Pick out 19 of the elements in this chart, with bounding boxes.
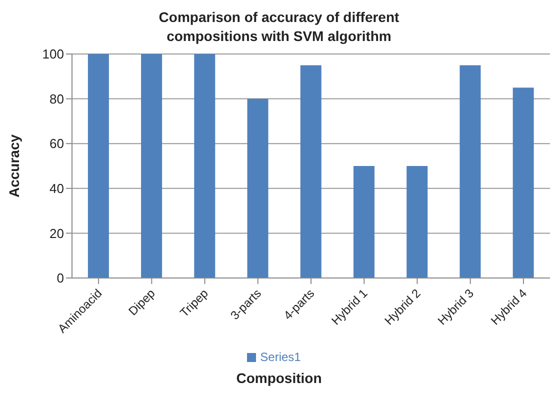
y-tick-label: 80	[50, 91, 64, 106]
legend-label: Series1	[260, 350, 301, 364]
y-axis-title: Accuracy	[6, 134, 22, 198]
bar	[194, 54, 216, 278]
bar	[512, 88, 534, 278]
y-tick-label: 0	[56, 270, 64, 286]
bar	[88, 54, 109, 278]
x-axis-title: Composition	[235, 370, 323, 386]
bar	[141, 54, 162, 278]
y-tick-label: 100	[42, 46, 64, 62]
bar	[353, 166, 374, 278]
bar	[460, 65, 481, 278]
bar	[406, 166, 428, 278]
y-tick-label: 40	[50, 181, 64, 196]
y-tick-label: 20	[50, 226, 64, 241]
bar	[300, 65, 322, 278]
y-tick-label: 60	[50, 136, 64, 152]
chart-title: Comparison of accuracy of different compositions with SVM algorithm	[158, 8, 400, 46]
bar	[247, 98, 268, 278]
